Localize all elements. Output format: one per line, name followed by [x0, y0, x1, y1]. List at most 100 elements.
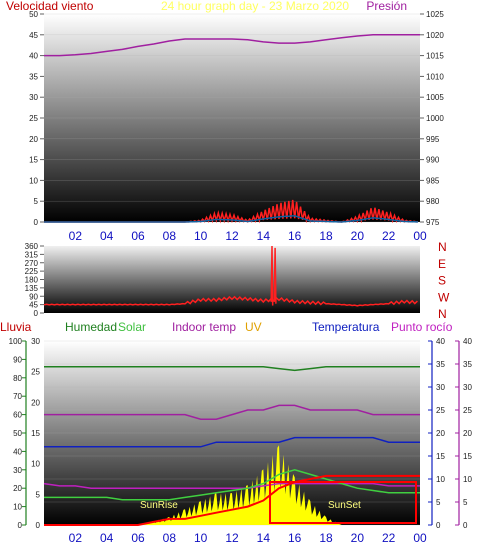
dewpoint-tick-label: 30 — [463, 383, 472, 392]
legend-indoor-temp: Indoor temp — [172, 320, 236, 334]
x-tick-label: 22 — [382, 531, 396, 545]
x-tick-label: 02 — [69, 531, 83, 545]
rain-series — [44, 474, 420, 526]
humidity-tick-label: 0 — [18, 521, 23, 530]
multi-sensor-panel: 0 10 20 30 40 50 60 70 80 90 100 0 5 10 15 20 25 30 0 0 5 5 10… — [9, 337, 473, 530]
temperature-tick-label: 40 — [436, 337, 445, 346]
x-tick-label: 20 — [351, 531, 365, 545]
temperature-tick-label: 20 — [436, 429, 445, 438]
rain-tick-label: 10 — [31, 460, 40, 469]
x-tick-label: 22 — [382, 229, 396, 243]
humidity-tick-label: 80 — [13, 374, 22, 383]
x-tick-label: 20 — [351, 229, 365, 243]
sunrise-label: SunRise — [140, 500, 178, 511]
temperature-tick-label: 25 — [436, 406, 445, 415]
x-tick-label: 18 — [319, 531, 333, 545]
pressure-tick-label: 1025 — [426, 10, 444, 19]
wind-direction-tick-label: 45 — [29, 301, 38, 310]
wind-speed-tick-label: 5 — [34, 197, 39, 206]
rain-box — [269, 481, 417, 524]
humidity-tick-label: 90 — [13, 355, 22, 364]
rain-tick-label: 25 — [31, 368, 40, 377]
humidity-tick-label: 70 — [13, 392, 22, 401]
temperature-tick-label: 35 — [436, 360, 445, 369]
dewpoint-tick-label: 35 — [463, 360, 472, 369]
indoor-temp-series — [44, 404, 420, 420]
dewpoint-tick-label: 15 — [463, 452, 472, 461]
x-tick-label: 00 — [413, 531, 427, 545]
pressure-tick-label: 990 — [426, 156, 440, 165]
wind-direction-tick-label: 90 — [29, 292, 38, 301]
temperature-tick-label: 15 — [436, 452, 445, 461]
wind-direction-spike — [270, 245, 277, 306]
rain-tick-label: 15 — [31, 429, 40, 438]
legend-uv: UV — [245, 320, 262, 334]
wind-speed-ticks: 0 5 10 15 20 25 30 35 40 45 50 — [29, 10, 44, 227]
dewpoint-tick-label: 25 — [463, 406, 472, 415]
wind-speed-tick-label: 35 — [29, 72, 38, 81]
pressure-series — [44, 34, 420, 57]
sunset-label: SunSet — [328, 500, 361, 511]
dewpoint-tick-label: 20 — [463, 429, 472, 438]
wind-speed-tick-label: 30 — [29, 93, 38, 102]
wind-speed-tick-label: 15 — [29, 156, 38, 165]
x-tick-label: 10 — [194, 531, 208, 545]
humidity-tick-label: 20 — [13, 484, 22, 493]
wind-speed-tick-label: 0 — [34, 218, 39, 227]
x-tick-label: 18 — [319, 229, 333, 243]
wind-direction-plot-bg — [44, 246, 420, 313]
pressure-ticks: 975 980 985 990 995 1000 1005 1010 1015 1020 1025 — [420, 10, 444, 227]
pressure-tick-label: 1015 — [426, 52, 444, 61]
humidity-series — [44, 366, 420, 372]
x-axis-hours-bottom: 02 04 06 08 10 12 14 16 18 20 22 00 — [69, 531, 427, 545]
wind-speed-tick-label: 20 — [29, 135, 38, 144]
x-tick-label: 04 — [100, 531, 114, 545]
wind-gust-low-series — [44, 215, 418, 223]
humidity-tick-label: 50 — [13, 429, 22, 438]
rain-tick-label: 5 — [36, 490, 41, 499]
wind-speed-tick-label: 45 — [29, 31, 38, 40]
dewpoint-tick-label: 5 — [463, 498, 468, 507]
x-tick-label: 16 — [288, 229, 302, 243]
rain-tick-label: 20 — [31, 398, 40, 407]
compass-letter: N — [438, 240, 447, 254]
pressure-tick-label: 985 — [426, 176, 440, 185]
pressure-tick-label: 995 — [426, 135, 440, 144]
solar-series — [44, 469, 420, 501]
legend-punto-rocio: Punto rocío — [391, 320, 453, 334]
temperature-tick-label: 5 — [436, 498, 441, 507]
compass-letter: E — [438, 257, 446, 271]
x-tick-label: 16 — [288, 531, 302, 545]
pressure-tick-label: 1010 — [426, 72, 444, 81]
wind-speed-tick-label: 50 — [29, 10, 38, 19]
temperature-series — [44, 436, 420, 448]
wind-direction-tick-label: 270 — [25, 259, 39, 268]
compass-letter: W — [438, 290, 450, 304]
humidity-tick-label: 40 — [13, 447, 22, 456]
x-tick-label: 02 — [69, 229, 83, 243]
compass-letter: N — [438, 307, 447, 321]
wind-speed-tick-label: 10 — [29, 176, 38, 185]
x-tick-label: 08 — [163, 531, 177, 545]
wind-pressure-grid — [44, 13, 420, 223]
dewpoint-tick-label: 0 — [463, 521, 468, 530]
rain-tick-label: 30 — [31, 337, 40, 346]
wind-direction-tick-label: 360 — [25, 242, 39, 251]
x-tick-label: 10 — [194, 229, 208, 243]
pressure-tick-label: 1005 — [426, 93, 444, 102]
dewpoint-tick-label: 40 — [463, 337, 472, 346]
wind-speed-title: Velocidad viento — [6, 0, 94, 13]
x-tick-label: 14 — [257, 229, 271, 243]
rain-tick-label: 0 — [36, 521, 41, 530]
x-tick-label: 12 — [225, 229, 239, 243]
humidity-tick-label: 60 — [13, 411, 22, 420]
x-tick-label: 04 — [100, 229, 114, 243]
bottom-legend: Lluvia Humedad Solar Indoor temp UV Temp… — [0, 320, 453, 334]
chart-date-title: 24 hour graph day - 23 Marzo 2020 — [161, 0, 349, 13]
